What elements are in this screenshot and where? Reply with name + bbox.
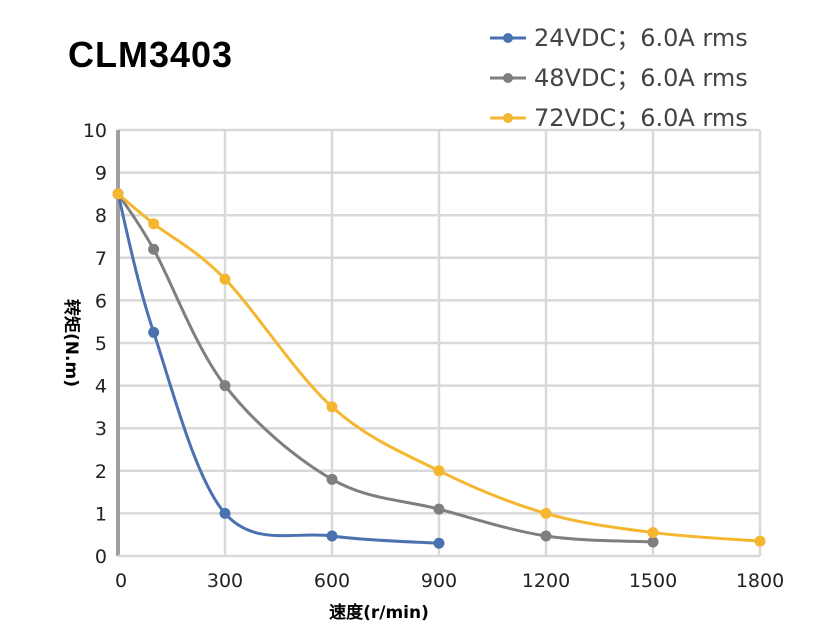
data-point	[540, 530, 552, 542]
data-point	[540, 507, 552, 519]
y-tick-label: 2	[95, 461, 107, 483]
legend-marker	[503, 33, 513, 43]
data-point	[148, 243, 160, 255]
data-point	[326, 473, 338, 485]
x-tick-label: 1800	[736, 570, 784, 592]
y-tick-label: 3	[95, 418, 107, 440]
x-tick-label: 300	[207, 570, 243, 592]
chart-title: CLM3403	[68, 34, 234, 75]
x-tick-label: 1200	[522, 570, 570, 592]
series-line-1	[116, 193, 440, 545]
legend-marker	[503, 113, 513, 123]
y-tick-label: 6	[95, 290, 107, 312]
y-tick-label: 9	[95, 163, 107, 185]
y-tick-label: 4	[95, 376, 107, 398]
data-point	[433, 465, 445, 477]
y-tick-label: 0	[95, 546, 107, 568]
x-tick-label: 600	[314, 570, 350, 592]
data-point	[326, 401, 338, 413]
y-tick-label: 8	[95, 205, 107, 227]
y-tick-label: 7	[95, 248, 107, 270]
data-point	[647, 536, 659, 548]
data-point	[148, 326, 160, 338]
data-point	[219, 380, 231, 392]
data-point	[219, 507, 231, 519]
y-tick-label: 10	[83, 120, 107, 142]
x-axis-label: 速度(r/min)	[329, 602, 429, 623]
data-point	[112, 188, 124, 200]
y-axis-label: 转矩(N.m)	[61, 299, 82, 387]
data-point	[219, 273, 231, 285]
x-tick-label: 1500	[629, 570, 677, 592]
series-line-2	[116, 193, 654, 544]
legend-label: 72VDC；6.0A rms	[534, 104, 748, 132]
x-tick-label: 900	[421, 570, 457, 592]
data-point	[148, 218, 160, 230]
series-line-3	[117, 192, 761, 543]
data-point	[433, 503, 445, 515]
y-tick-label: 5	[95, 333, 107, 355]
data-point	[647, 527, 659, 539]
data-point	[326, 530, 338, 542]
data-point	[433, 537, 445, 549]
legend-label: 48VDC；6.0A rms	[534, 64, 748, 92]
x-tick-label: 0	[115, 570, 127, 592]
legend-label: 24VDC；6.0A rms	[534, 24, 748, 52]
y-tick-label: 1	[95, 503, 107, 525]
legend-marker	[503, 73, 513, 83]
data-point	[754, 535, 766, 547]
